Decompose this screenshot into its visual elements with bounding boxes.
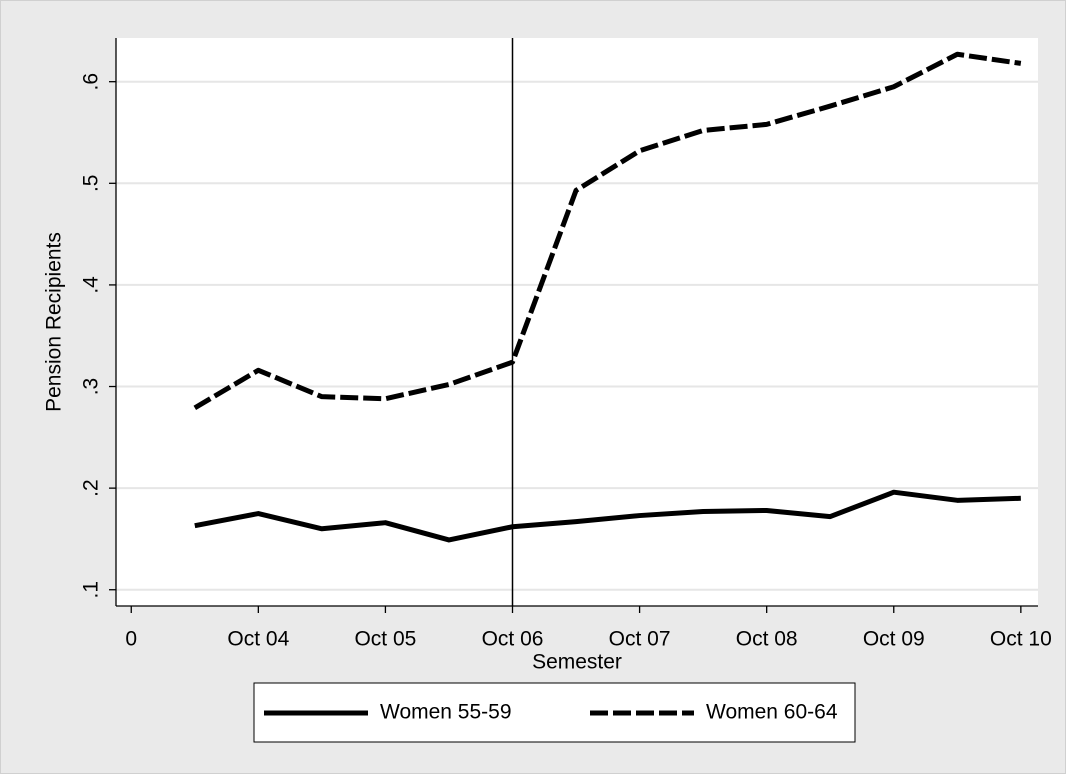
y-tick-label: .5: [80, 175, 103, 193]
y-tick-label: .4: [80, 276, 103, 294]
x-tick-label: Oct 04: [227, 628, 289, 651]
y-tick-label: .1: [80, 581, 103, 599]
x-tick-label: Oct 08: [736, 628, 798, 651]
x-tick-label: 0: [125, 628, 137, 651]
series-line: [193, 51, 1022, 411]
x-tick-label: Oct 10: [990, 628, 1052, 651]
y-tick-label: .3: [80, 378, 103, 396]
x-tick-label: Oct 07: [609, 628, 671, 651]
x-tick-label: Oct 06: [482, 628, 544, 651]
y-tick-label: .6: [80, 73, 103, 91]
x-tick-label: Oct 09: [863, 628, 925, 651]
y-axis-title: Pension Recipients: [43, 232, 66, 412]
x-axis-title: Semester: [532, 651, 622, 674]
plot-area: [116, 38, 1038, 606]
x-tick-label: Oct 05: [354, 628, 416, 651]
series-line: [194, 489, 1021, 543]
y-tick-label: .2: [80, 479, 103, 497]
legend-label: Women 55-59: [380, 701, 512, 724]
legend-label: Women 60-64: [706, 701, 838, 724]
